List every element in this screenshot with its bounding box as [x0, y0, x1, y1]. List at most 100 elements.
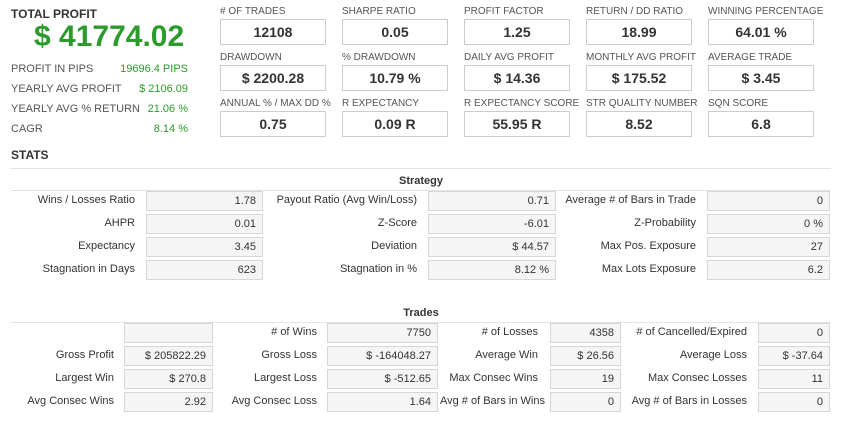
total-profit-value: $ 41774.02: [34, 20, 185, 53]
stat-value: $ 26.56: [550, 346, 621, 366]
stat-label: Gross Loss: [261, 349, 317, 361]
stat-label: # of Wins: [271, 326, 317, 338]
metric-value: 18.99: [586, 19, 692, 45]
stat-label: Avg Consec Wins: [27, 395, 114, 407]
stats-title: STATS: [11, 148, 49, 162]
stat-value: 0: [550, 392, 621, 412]
stat-value: $ 270.8: [124, 369, 213, 389]
stat-label: Max Consec Losses: [647, 372, 747, 384]
stat-label: Average Win: [475, 349, 538, 361]
summary-value: 8.14 %: [153, 123, 188, 135]
total-profit-label: TOTAL PROFIT: [11, 7, 97, 21]
stat-value: 4358: [550, 323, 621, 343]
stat-value: $ 44.57: [428, 237, 556, 257]
summary-value: $ 2106.09: [139, 83, 188, 95]
stat-label: Max Consec Wins: [449, 372, 538, 384]
metric-value: $ 175.52: [586, 65, 692, 91]
stat-label: Deviation: [371, 240, 417, 252]
summary-value: 21.06 %: [147, 103, 188, 115]
stat-label: Largest Win: [55, 372, 114, 384]
metric-label: AVERAGE TRADE: [708, 52, 793, 63]
stat-label: Gross Profit: [55, 349, 114, 361]
summary-label: YEARLY AVG % RETURN: [11, 103, 140, 115]
divider: [11, 322, 831, 323]
summary-label: PROFIT IN PIPS: [11, 63, 94, 75]
section-title: Trades: [403, 307, 439, 319]
stat-value: 19: [550, 369, 621, 389]
stat-label: Largest Loss: [254, 372, 317, 384]
summary-value: 19696.4 PIPS: [120, 63, 188, 75]
stat-value: 6.2: [707, 260, 830, 280]
metric-label: RETURN / DD RATIO: [586, 6, 684, 17]
stat-value: 0 %: [707, 214, 830, 234]
stat-value: -6.01: [428, 214, 556, 234]
metric-value: 0.09 R: [342, 111, 448, 137]
stat-label: Avg Consec Loss: [231, 395, 317, 407]
stat-value: 0: [758, 392, 830, 412]
stat-label: # of Cancelled/Expired: [636, 326, 747, 338]
metric-value: 12108: [220, 19, 326, 45]
metric-label: DAILY AVG PROFIT: [464, 52, 555, 63]
stat-value: $ -164048.27: [327, 346, 438, 366]
stat-label: Average # of Bars in Trade: [565, 194, 696, 206]
metric-label: DRAWDOWN: [220, 52, 282, 63]
stat-label: Avg # of Bars in Wins: [440, 395, 545, 407]
stat-label: Z-Score: [377, 217, 417, 229]
stat-label: AHPR: [104, 217, 135, 229]
metric-value: $ 2200.28: [220, 65, 326, 91]
stat-label: Payout Ratio (Avg Win/Loss): [276, 194, 417, 206]
stat-label: Avg # of Bars in Losses: [631, 395, 747, 407]
stat-label: Max Pos. Exposure: [600, 240, 696, 252]
stat-value: 8.12 %: [428, 260, 556, 280]
stat-value: 0: [707, 191, 830, 211]
divider: [11, 168, 831, 169]
stat-label: Max Lots Exposure: [601, 263, 696, 275]
metric-value: 0.05: [342, 19, 448, 45]
metric-value: 10.79 %: [342, 65, 448, 91]
summary-label: YEARLY AVG PROFIT: [11, 83, 122, 95]
empty-box: [124, 323, 213, 343]
divider: [11, 190, 831, 191]
metric-label: STR QUALITY NUMBER: [586, 98, 698, 109]
stat-label: Stagnation in %: [339, 263, 417, 275]
stat-value: 0: [758, 323, 830, 343]
stat-value: 0.01: [146, 214, 263, 234]
metric-label: % DRAWDOWN: [342, 52, 416, 63]
metric-value: 0.75: [220, 111, 326, 137]
metric-label: MONTHLY AVG PROFIT: [586, 52, 697, 63]
metric-label: ANNUAL % / MAX DD %: [220, 98, 331, 109]
metric-label: SQN SCORE: [708, 98, 769, 109]
section-title: Strategy: [398, 175, 444, 187]
stat-label: Expectancy: [78, 240, 135, 252]
metric-label: R EXPECTANCY SCORE: [464, 98, 580, 109]
metric-label: PROFIT FACTOR: [464, 6, 544, 17]
stat-label: Average Loss: [679, 349, 747, 361]
metric-value: 1.25: [464, 19, 570, 45]
stat-value: 0.71: [428, 191, 556, 211]
stat-value: 7750: [327, 323, 438, 343]
stat-value: 1.78: [146, 191, 263, 211]
stat-value: $ -37.64: [758, 346, 830, 366]
summary-label: CAGR: [11, 123, 43, 135]
stat-value: 11: [758, 369, 830, 389]
stat-value: 3.45: [146, 237, 263, 257]
metric-value: 64.01 %: [708, 19, 814, 45]
stat-label: Wins / Losses Ratio: [37, 194, 135, 206]
metric-value: 55.95 R: [464, 111, 570, 137]
metric-label: WINNING PERCENTAGE: [708, 6, 824, 17]
metric-label: R EXPECTANCY: [342, 98, 420, 109]
stat-value: 623: [146, 260, 263, 280]
stat-label: Z-Probability: [634, 217, 696, 229]
stat-label: Stagnation in Days: [42, 263, 135, 275]
stat-value: 2.92: [124, 392, 213, 412]
stat-value: 27: [707, 237, 830, 257]
stat-label: # of Losses: [481, 326, 538, 338]
stat-value: $ -512.65: [327, 369, 438, 389]
metric-value: $ 3.45: [708, 65, 814, 91]
stat-value: $ 205822.29: [124, 346, 213, 366]
metric-value: $ 14.36: [464, 65, 570, 91]
metric-value: 8.52: [586, 111, 692, 137]
stat-value: 1.64: [327, 392, 438, 412]
metric-value: 6.8: [708, 111, 814, 137]
